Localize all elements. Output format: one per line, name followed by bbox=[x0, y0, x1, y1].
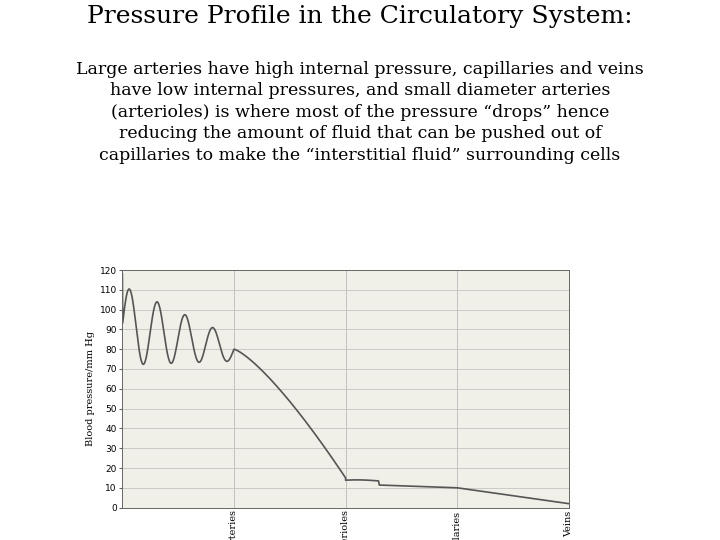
Text: Large arteries have high internal pressure, capillaries and veins
have low inter: Large arteries have high internal pressu… bbox=[76, 60, 644, 164]
Text: Pressure Profile in the Circulatory System:: Pressure Profile in the Circulatory Syst… bbox=[87, 5, 633, 28]
Y-axis label: Blood pressure/mm Hg: Blood pressure/mm Hg bbox=[86, 332, 96, 446]
